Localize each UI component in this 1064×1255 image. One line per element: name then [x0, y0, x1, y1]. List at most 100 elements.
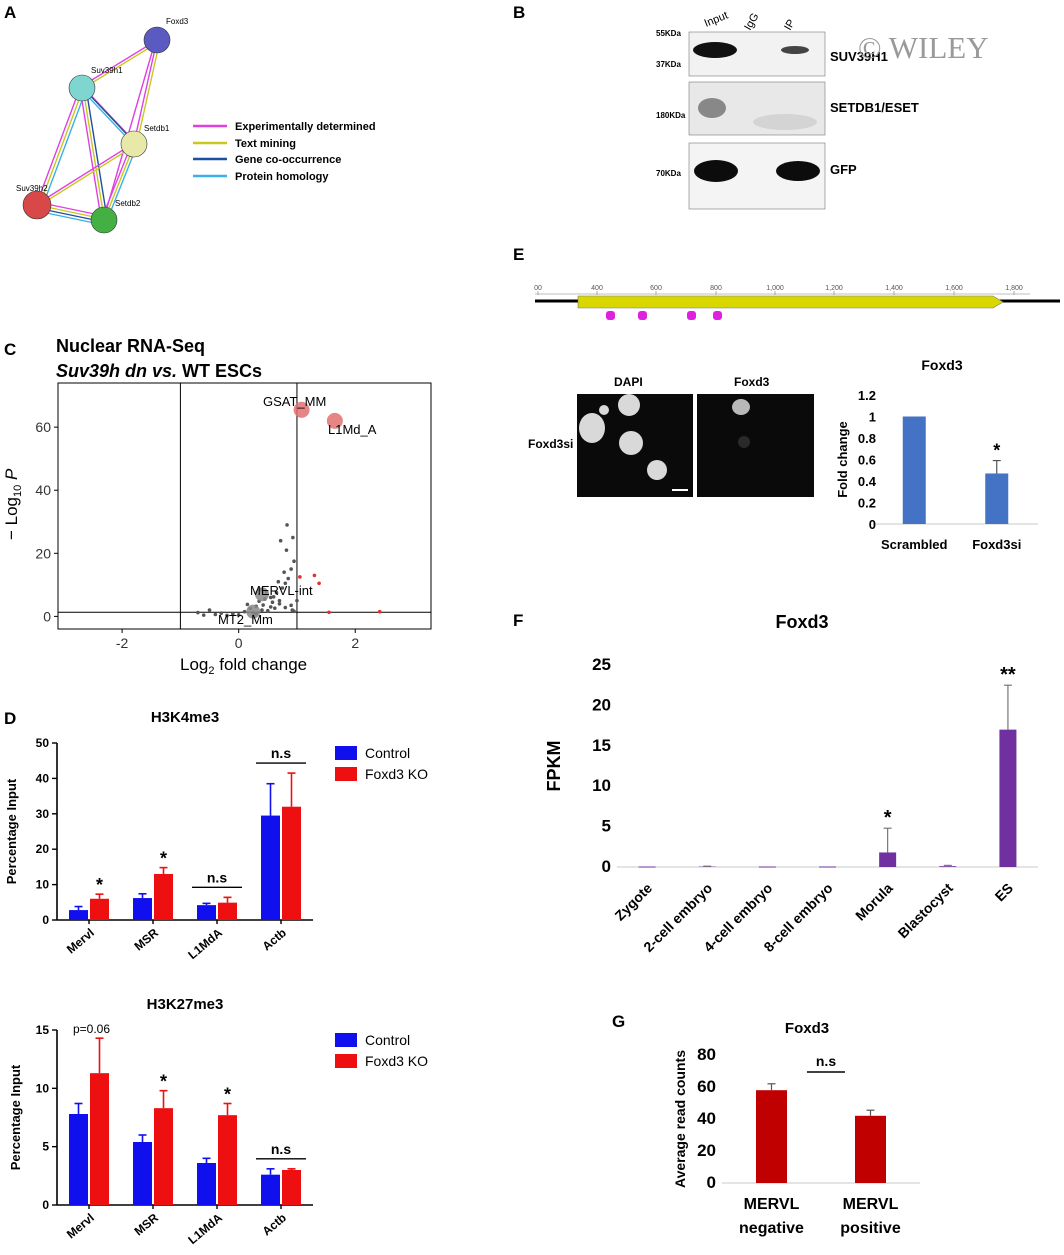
- volcano-point-gray: [289, 603, 293, 608]
- volcano-point-gray: [225, 613, 229, 618]
- bar: [855, 1115, 886, 1183]
- ruler-tick-label: 400: [591, 285, 603, 292]
- volcano-ytick-label: 60: [35, 419, 51, 435]
- volcano-title: Nuclear RNA-Seq: [56, 336, 205, 356]
- bar-foxd3-ko: [90, 1073, 109, 1205]
- node-label-suv39h1: Suv39h1: [91, 66, 123, 75]
- volcano-point-gray: [274, 590, 279, 595]
- volcano-point-gray: [260, 608, 264, 612]
- chart-title: H3K4me3: [151, 709, 219, 726]
- node-label-setdb2: Setdb2: [115, 199, 141, 208]
- band-input-setdb1: [698, 98, 726, 118]
- volcano-point-gray: [270, 600, 275, 604]
- image-row-label: Foxd3si: [528, 437, 573, 451]
- volcano-point-label: MERVL-int: [250, 583, 313, 598]
- volcano-point-red: [312, 573, 317, 578]
- volcano-point-gray: [236, 613, 241, 617]
- volcano-ytick-label: 20: [35, 545, 51, 561]
- y-tick-label: 1.2: [858, 388, 876, 403]
- chart-title: H3K27me3: [147, 996, 224, 1013]
- volcano-point-gray: [292, 559, 296, 563]
- volcano-point-gray: [196, 610, 200, 615]
- panel-label-f: F: [513, 611, 523, 630]
- image-label-foxd3: Foxd3: [734, 375, 770, 389]
- volcano-point-gray: [268, 605, 273, 609]
- significance-star: *: [224, 1085, 231, 1105]
- wiley-watermark: © WILEY: [858, 30, 989, 65]
- x-tick-label: Blastocyst: [895, 880, 957, 942]
- volcano-highlight-point: [293, 401, 310, 418]
- bar-foxd3-ko: [218, 902, 237, 920]
- bar: [939, 866, 957, 867]
- bar: [902, 416, 926, 524]
- volcano-point-gray: [291, 535, 295, 540]
- significance-star: *: [993, 441, 1000, 461]
- volcano-highlight-point: [254, 587, 269, 602]
- volcano-point-label: L1Md_A: [328, 422, 377, 437]
- legend-label: Foxd3 KO: [365, 1053, 428, 1069]
- volcano-point-red: [317, 581, 321, 586]
- legend-swatch-control: [335, 746, 357, 760]
- volcano-point-gray: [284, 548, 289, 552]
- y-tick-label: 40: [697, 1109, 716, 1128]
- foxd3-transcript-arrow: [577, 295, 1004, 309]
- bar-foxd3-ko: [282, 806, 301, 920]
- panel-label-d: D: [4, 709, 16, 728]
- volcano-point-gray: [273, 606, 277, 610]
- y-tick-label: 40: [36, 771, 50, 785]
- bar-foxd3-ko: [282, 1170, 301, 1205]
- y-axis-label: Percentage Input: [4, 778, 19, 884]
- protein-gfp: GFP: [830, 162, 857, 177]
- significance-star: **: [1000, 664, 1016, 686]
- volcano-highlight-point: [246, 604, 261, 619]
- band-ip-gfp: [776, 161, 820, 181]
- foxd3-signal-faint: [738, 436, 750, 448]
- ruler-tick-label: 1,400: [885, 285, 903, 292]
- legend-swatch-foxd3-ko: [335, 1054, 357, 1068]
- site-marker-4: [713, 311, 722, 320]
- volcano-point-gray: [283, 605, 288, 610]
- chart-title: Foxd3: [921, 357, 962, 373]
- ruler-tick-label: 1,000: [766, 285, 784, 292]
- volcano-xlabel: Log2 fold change: [180, 655, 307, 677]
- y-tick-label: 0: [42, 913, 49, 927]
- size-37kda: 37KDa: [656, 60, 681, 69]
- p-value-label: p=0.06: [73, 1022, 110, 1036]
- panel-label-a: A: [4, 3, 16, 22]
- y-tick-label: 50: [36, 736, 50, 750]
- node-label-setdb1: Setdb1: [144, 124, 170, 133]
- node-suv39h1: [68, 74, 96, 102]
- volcano-point-gray: [271, 595, 276, 599]
- bar-foxd3-ko: [218, 1115, 237, 1205]
- panel-d-h3k4me3-chart: H3K4me3 0 10 20 30 40 50 Percentage Input Mervl *…: [4, 709, 428, 962]
- x-tick-label: ES: [992, 880, 1017, 905]
- legend-swatch-foxd3-ko: [335, 767, 357, 781]
- volcano-point-gray: [231, 612, 235, 616]
- x-tick-label: Actb: [259, 1211, 288, 1239]
- band-input-suv39h1: [693, 42, 737, 58]
- y-tick-label: 15: [36, 1023, 50, 1037]
- volcano-point-gray: [278, 538, 283, 543]
- bar-control: [197, 1163, 216, 1205]
- volcano-xtick-label: 0: [235, 635, 243, 651]
- node-foxd3: [143, 26, 171, 54]
- ruler-ticks: 00 400 600 800 1,000 1,200 1,400 1,600 1,800: [534, 285, 1023, 295]
- significance-star: *: [96, 875, 103, 895]
- site-marker-1: [606, 311, 615, 320]
- x-tick-label: L1MdA: [185, 1210, 225, 1247]
- site-marker-3: [687, 311, 696, 320]
- volcano-point-gray: [213, 612, 218, 617]
- y-tick-label: 15: [592, 736, 611, 755]
- dapi-nuclei: [579, 394, 667, 480]
- y-tick-label: 0.4: [858, 474, 877, 489]
- y-tick-label: 10: [36, 878, 50, 892]
- y-tick-label: 10: [36, 1081, 50, 1095]
- x-tick-label: MSR: [131, 1210, 161, 1238]
- volcano-point-red: [377, 609, 382, 614]
- lane-igg: IgG: [742, 11, 761, 32]
- volcano-point-gray: [268, 595, 273, 600]
- size-70kda: 70KDa: [656, 169, 681, 178]
